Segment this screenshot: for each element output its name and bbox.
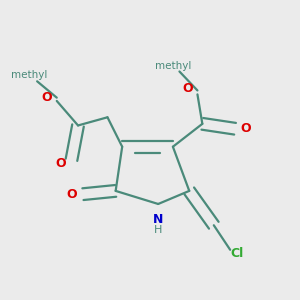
Text: O: O [56, 157, 66, 169]
Text: N: N [153, 213, 164, 226]
Text: O: O [66, 188, 77, 201]
Text: Cl: Cl [230, 247, 243, 260]
Text: methyl: methyl [155, 61, 191, 70]
Text: H: H [154, 225, 162, 235]
Text: methyl: methyl [11, 70, 47, 80]
Text: O: O [182, 82, 193, 95]
Text: O: O [240, 122, 251, 135]
Text: O: O [41, 91, 52, 104]
